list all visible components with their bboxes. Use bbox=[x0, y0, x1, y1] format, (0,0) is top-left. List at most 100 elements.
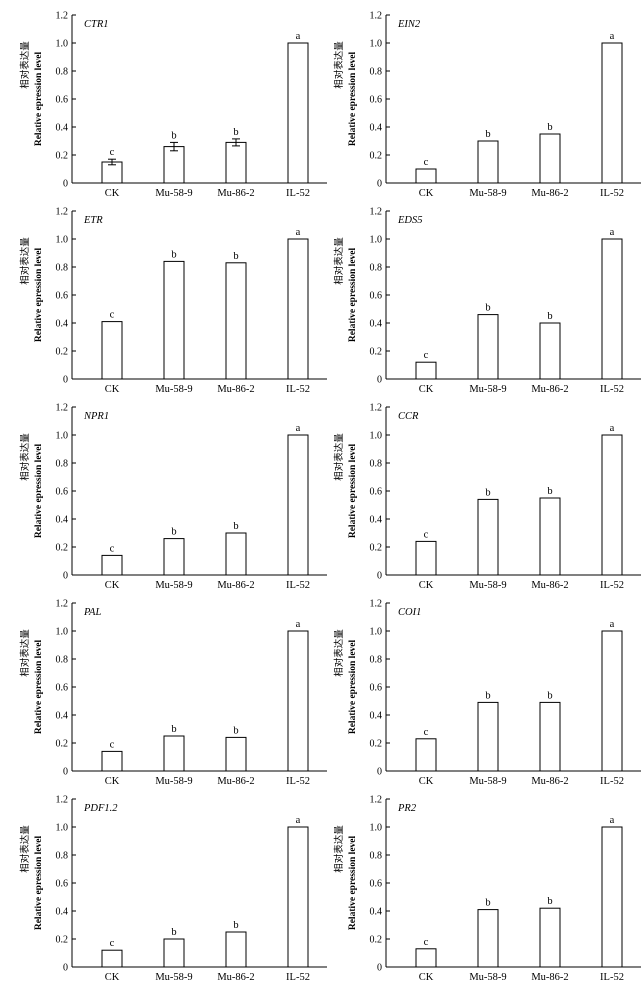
bar bbox=[415, 540, 437, 576]
chart-panel-3: 0 0.2 0.4 0.6 0.8 1.0 1.2 Relative epression le… bbox=[19, 207, 327, 395]
y-axis-label-zh: 相对表达量 bbox=[333, 433, 345, 481]
significance-label: c bbox=[110, 739, 115, 750]
significance-label: a bbox=[610, 423, 615, 434]
y-tick-label: 1.2 bbox=[370, 207, 383, 218]
significance-label: a bbox=[296, 815, 301, 826]
gene-title: EDS5 bbox=[397, 215, 423, 226]
chart-panel-8: 0 0.2 0.4 0.6 0.8 1.0 1.2 Relative epression le… bbox=[333, 599, 641, 787]
y-tick-label: 0 bbox=[377, 963, 382, 974]
x-tick-label: Mu-86-2 bbox=[217, 384, 254, 395]
significance-label: a bbox=[296, 227, 301, 238]
significance-label: a bbox=[610, 227, 615, 238]
significance-label: c bbox=[424, 350, 429, 361]
y-tick-label: 0.2 bbox=[370, 739, 383, 750]
significance-label: b bbox=[171, 724, 176, 735]
x-tick-label: Mu-58-9 bbox=[469, 188, 506, 199]
significance-label: b bbox=[233, 920, 238, 931]
y-tick-label: 1.2 bbox=[370, 795, 383, 806]
y-tick-label: 0.2 bbox=[56, 347, 69, 358]
y-axis-label: Relative epression level bbox=[348, 444, 358, 539]
y-axis-label: Relative epression level bbox=[34, 52, 44, 147]
y-tick-label: 0 bbox=[377, 179, 382, 190]
y-tick-label: 0.2 bbox=[370, 543, 383, 554]
y-axis-label: Relative epression level bbox=[348, 640, 358, 735]
bar bbox=[225, 262, 247, 380]
gene-title: EIN2 bbox=[397, 19, 421, 30]
significance-label: b bbox=[547, 690, 552, 701]
significance-label: b bbox=[171, 249, 176, 260]
gene-title: NPR1 bbox=[83, 411, 109, 422]
x-tick-label: CK bbox=[105, 972, 120, 983]
y-tick-label: 0.4 bbox=[370, 711, 383, 722]
bar bbox=[539, 133, 561, 184]
y-tick-label: 1.2 bbox=[370, 403, 383, 414]
significance-label: a bbox=[296, 31, 301, 42]
bar bbox=[477, 701, 499, 772]
y-tick-label: 0.8 bbox=[370, 459, 383, 470]
x-tick-label: IL-52 bbox=[286, 188, 310, 199]
significance-label: c bbox=[424, 529, 429, 540]
bar bbox=[225, 532, 247, 576]
chart-panel-9: 0 0.2 0.4 0.6 0.8 1.0 1.2 Relative epression le… bbox=[19, 795, 327, 983]
x-tick-label: Mu-86-2 bbox=[217, 776, 254, 787]
y-axis-label: Relative epression level bbox=[34, 836, 44, 931]
x-tick-label: IL-52 bbox=[600, 384, 624, 395]
y-axis-label-zh: 相对表达量 bbox=[333, 237, 345, 285]
x-tick-label: Mu-58-9 bbox=[469, 384, 506, 395]
y-tick-label: 0 bbox=[63, 375, 68, 386]
x-tick-label: Mu-58-9 bbox=[155, 972, 192, 983]
bar bbox=[601, 434, 623, 576]
significance-label: a bbox=[296, 619, 301, 630]
y-tick-label: 0.6 bbox=[56, 291, 69, 302]
significance-label: b bbox=[233, 521, 238, 532]
x-tick-label: IL-52 bbox=[600, 972, 624, 983]
significance-label: a bbox=[610, 815, 615, 826]
gene-title: PDF1.2 bbox=[83, 803, 118, 814]
bar bbox=[601, 42, 623, 184]
bar bbox=[539, 701, 561, 772]
chart-panel-6: 0 0.2 0.4 0.6 0.8 1.0 1.2 Relative epression le… bbox=[333, 403, 641, 591]
bar bbox=[163, 735, 185, 772]
y-tick-label: 1.2 bbox=[56, 11, 69, 22]
bar bbox=[539, 322, 561, 380]
y-tick-label: 0.4 bbox=[56, 515, 69, 526]
y-axis-label: Relative epression level bbox=[34, 248, 44, 343]
significance-label: b bbox=[233, 251, 238, 262]
x-tick-label: Mu-86-2 bbox=[217, 972, 254, 983]
bar bbox=[539, 907, 561, 968]
y-axis-label-zh: 相对表达量 bbox=[19, 825, 31, 873]
y-tick-label: 0.8 bbox=[56, 459, 69, 470]
bar bbox=[225, 141, 247, 184]
significance-label: b bbox=[547, 311, 552, 322]
x-tick-label: Mu-58-9 bbox=[155, 384, 192, 395]
bar bbox=[415, 738, 437, 772]
x-tick-label: IL-52 bbox=[600, 776, 624, 787]
bar bbox=[539, 497, 561, 576]
x-tick-label: IL-52 bbox=[286, 580, 310, 591]
bar bbox=[163, 538, 185, 576]
y-axis-label-zh: 相对表达量 bbox=[19, 41, 31, 89]
bar bbox=[287, 42, 309, 184]
bar bbox=[101, 750, 123, 772]
gene-title: COI1 bbox=[398, 607, 421, 618]
gene-title: PR2 bbox=[397, 803, 417, 814]
y-tick-label: 1.0 bbox=[56, 235, 69, 246]
significance-label: b bbox=[485, 690, 490, 701]
y-axis-label-zh: 相对表达量 bbox=[333, 41, 345, 89]
x-tick-label: CK bbox=[105, 776, 120, 787]
y-tick-label: 0.2 bbox=[56, 935, 69, 946]
y-tick-label: 0.4 bbox=[370, 123, 383, 134]
bar bbox=[601, 826, 623, 968]
y-tick-label: 1.0 bbox=[56, 627, 69, 638]
significance-label: c bbox=[424, 727, 429, 738]
x-tick-label: Mu-58-9 bbox=[155, 580, 192, 591]
y-tick-label: 0.8 bbox=[56, 263, 69, 274]
significance-label: b bbox=[485, 129, 490, 140]
x-tick-label: CK bbox=[419, 188, 434, 199]
chart-panel-7: 0 0.2 0.4 0.6 0.8 1.0 1.2 Relative epression le… bbox=[19, 599, 327, 787]
significance-label: a bbox=[610, 31, 615, 42]
significance-label: b bbox=[547, 122, 552, 133]
y-tick-label: 1.2 bbox=[56, 795, 69, 806]
significance-label: c bbox=[110, 938, 115, 949]
